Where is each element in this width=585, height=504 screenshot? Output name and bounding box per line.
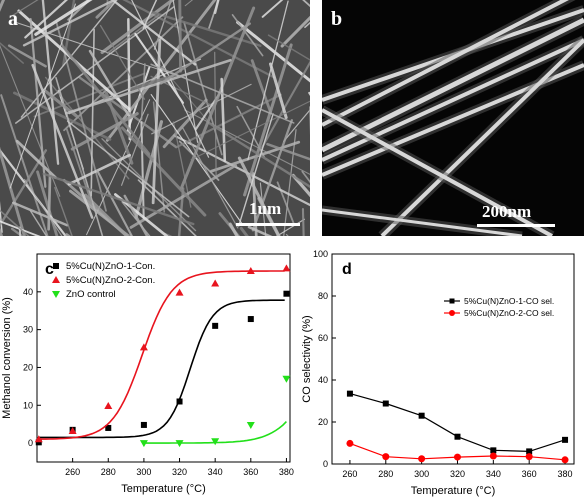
data-point	[561, 456, 569, 464]
chart-c-methanol-conversion: 260 280 300 320 340 360 380 0 10 20 30 40 Temperatur…	[1, 253, 294, 495]
x-tick-label: 260	[65, 467, 80, 477]
y-tick-label: 20	[318, 417, 328, 427]
data-point	[140, 421, 147, 428]
tem-image-b: b 200nm	[322, 0, 584, 236]
y-tick-label: 30	[23, 325, 33, 335]
x-tick-label: 340	[486, 469, 501, 479]
data-point	[282, 264, 291, 272]
data-point	[418, 455, 426, 463]
data-point	[346, 439, 354, 447]
x-tick-label: 280	[378, 469, 393, 479]
x-tick-label: 380	[279, 467, 294, 477]
legend-label: 5%Cu(N)ZnO-2-CO sel.	[464, 308, 554, 318]
scale-label-a: 1um	[249, 199, 282, 218]
data-point	[52, 276, 60, 283]
data-point	[454, 433, 461, 440]
y-tick-label: 80	[318, 291, 328, 301]
data-point	[176, 398, 183, 405]
scale-bar-a	[236, 223, 300, 226]
x-tick-label: 320	[450, 469, 465, 479]
x-tick-label: 320	[172, 467, 187, 477]
data-point	[525, 453, 533, 461]
tem-image-b-picture	[322, 0, 584, 236]
y-tick-label: 40	[23, 287, 33, 297]
data-point	[139, 343, 148, 351]
data-point	[283, 290, 290, 297]
data-point	[175, 288, 184, 296]
panel-letter-a: a	[8, 8, 18, 30]
y-tick-label: 10	[23, 400, 33, 410]
data-point	[68, 426, 77, 434]
series-line	[349, 393, 566, 453]
y-axis-label: Methanol conversion (%)	[1, 297, 13, 419]
data-point	[246, 421, 255, 429]
x-axis-label: Temperature (°C)	[411, 485, 495, 497]
x-tick-label: 340	[208, 467, 223, 477]
data-point	[212, 322, 219, 329]
panel-letter: c	[45, 261, 54, 278]
data-point	[449, 298, 455, 304]
data-point	[52, 291, 60, 298]
x-tick-label: 360	[243, 467, 258, 477]
x-tick-label: 300	[136, 467, 151, 477]
data-point	[418, 412, 425, 419]
data-point	[53, 263, 59, 269]
sem-image-a-picture	[0, 0, 310, 236]
legend-label: 5%Cu(N)ZnO-1-CO sel.	[464, 296, 554, 306]
data-point	[246, 267, 255, 275]
data-point	[382, 400, 389, 407]
x-axis-label: Temperature (°C)	[121, 483, 205, 495]
y-axis-label: CO selectivity (%)	[302, 315, 313, 402]
plot-frame	[36, 253, 291, 463]
fit-curve	[38, 270, 285, 440]
data-point	[247, 316, 254, 323]
y-tick-label: 0	[28, 438, 33, 448]
legend-label: 5%Cu(N)ZnO-2-Con.	[66, 275, 155, 286]
data-point	[35, 439, 42, 446]
data-point	[490, 447, 497, 454]
data-point	[526, 448, 533, 455]
legend-label: 5%Cu(N)ZnO-1-Con.	[66, 261, 155, 272]
data-point	[449, 310, 455, 316]
data-point	[211, 438, 220, 446]
sem-image-a: a 1um	[0, 0, 310, 236]
chart-d-co-selectivity: 260 280 300 320 340 360 380 0 20 40 60 80 100 Tempera…	[302, 249, 575, 497]
y-tick-label: 100	[313, 249, 328, 259]
data-point	[175, 440, 184, 448]
panel-letter: d	[342, 261, 352, 278]
data-point	[453, 453, 461, 461]
data-point	[211, 279, 220, 287]
x-tick-label: 360	[522, 469, 537, 479]
plot-frame	[331, 253, 575, 465]
data-point	[282, 375, 291, 383]
y-tick-label: 20	[23, 362, 33, 372]
y-tick-label: 0	[323, 459, 328, 469]
legend-label: ZnO control	[66, 289, 116, 300]
data-point	[104, 402, 113, 410]
x-tick-label: 260	[342, 469, 357, 479]
y-tick-label: 60	[318, 333, 328, 343]
data-point	[34, 435, 43, 443]
x-tick-label: 280	[101, 467, 116, 477]
scale-bar-b	[477, 224, 555, 227]
data-point	[382, 453, 390, 461]
data-point	[346, 390, 353, 397]
x-tick-label: 300	[414, 469, 429, 479]
panel-letter-b: b	[331, 8, 343, 30]
data-point	[562, 436, 569, 443]
data-point	[105, 424, 112, 431]
scale-label-b: 200nm	[482, 202, 532, 221]
legend-box	[440, 294, 566, 324]
data-point	[139, 440, 148, 448]
x-tick-label: 380	[558, 469, 573, 479]
y-tick-label: 40	[318, 375, 328, 385]
data-point	[489, 452, 497, 460]
